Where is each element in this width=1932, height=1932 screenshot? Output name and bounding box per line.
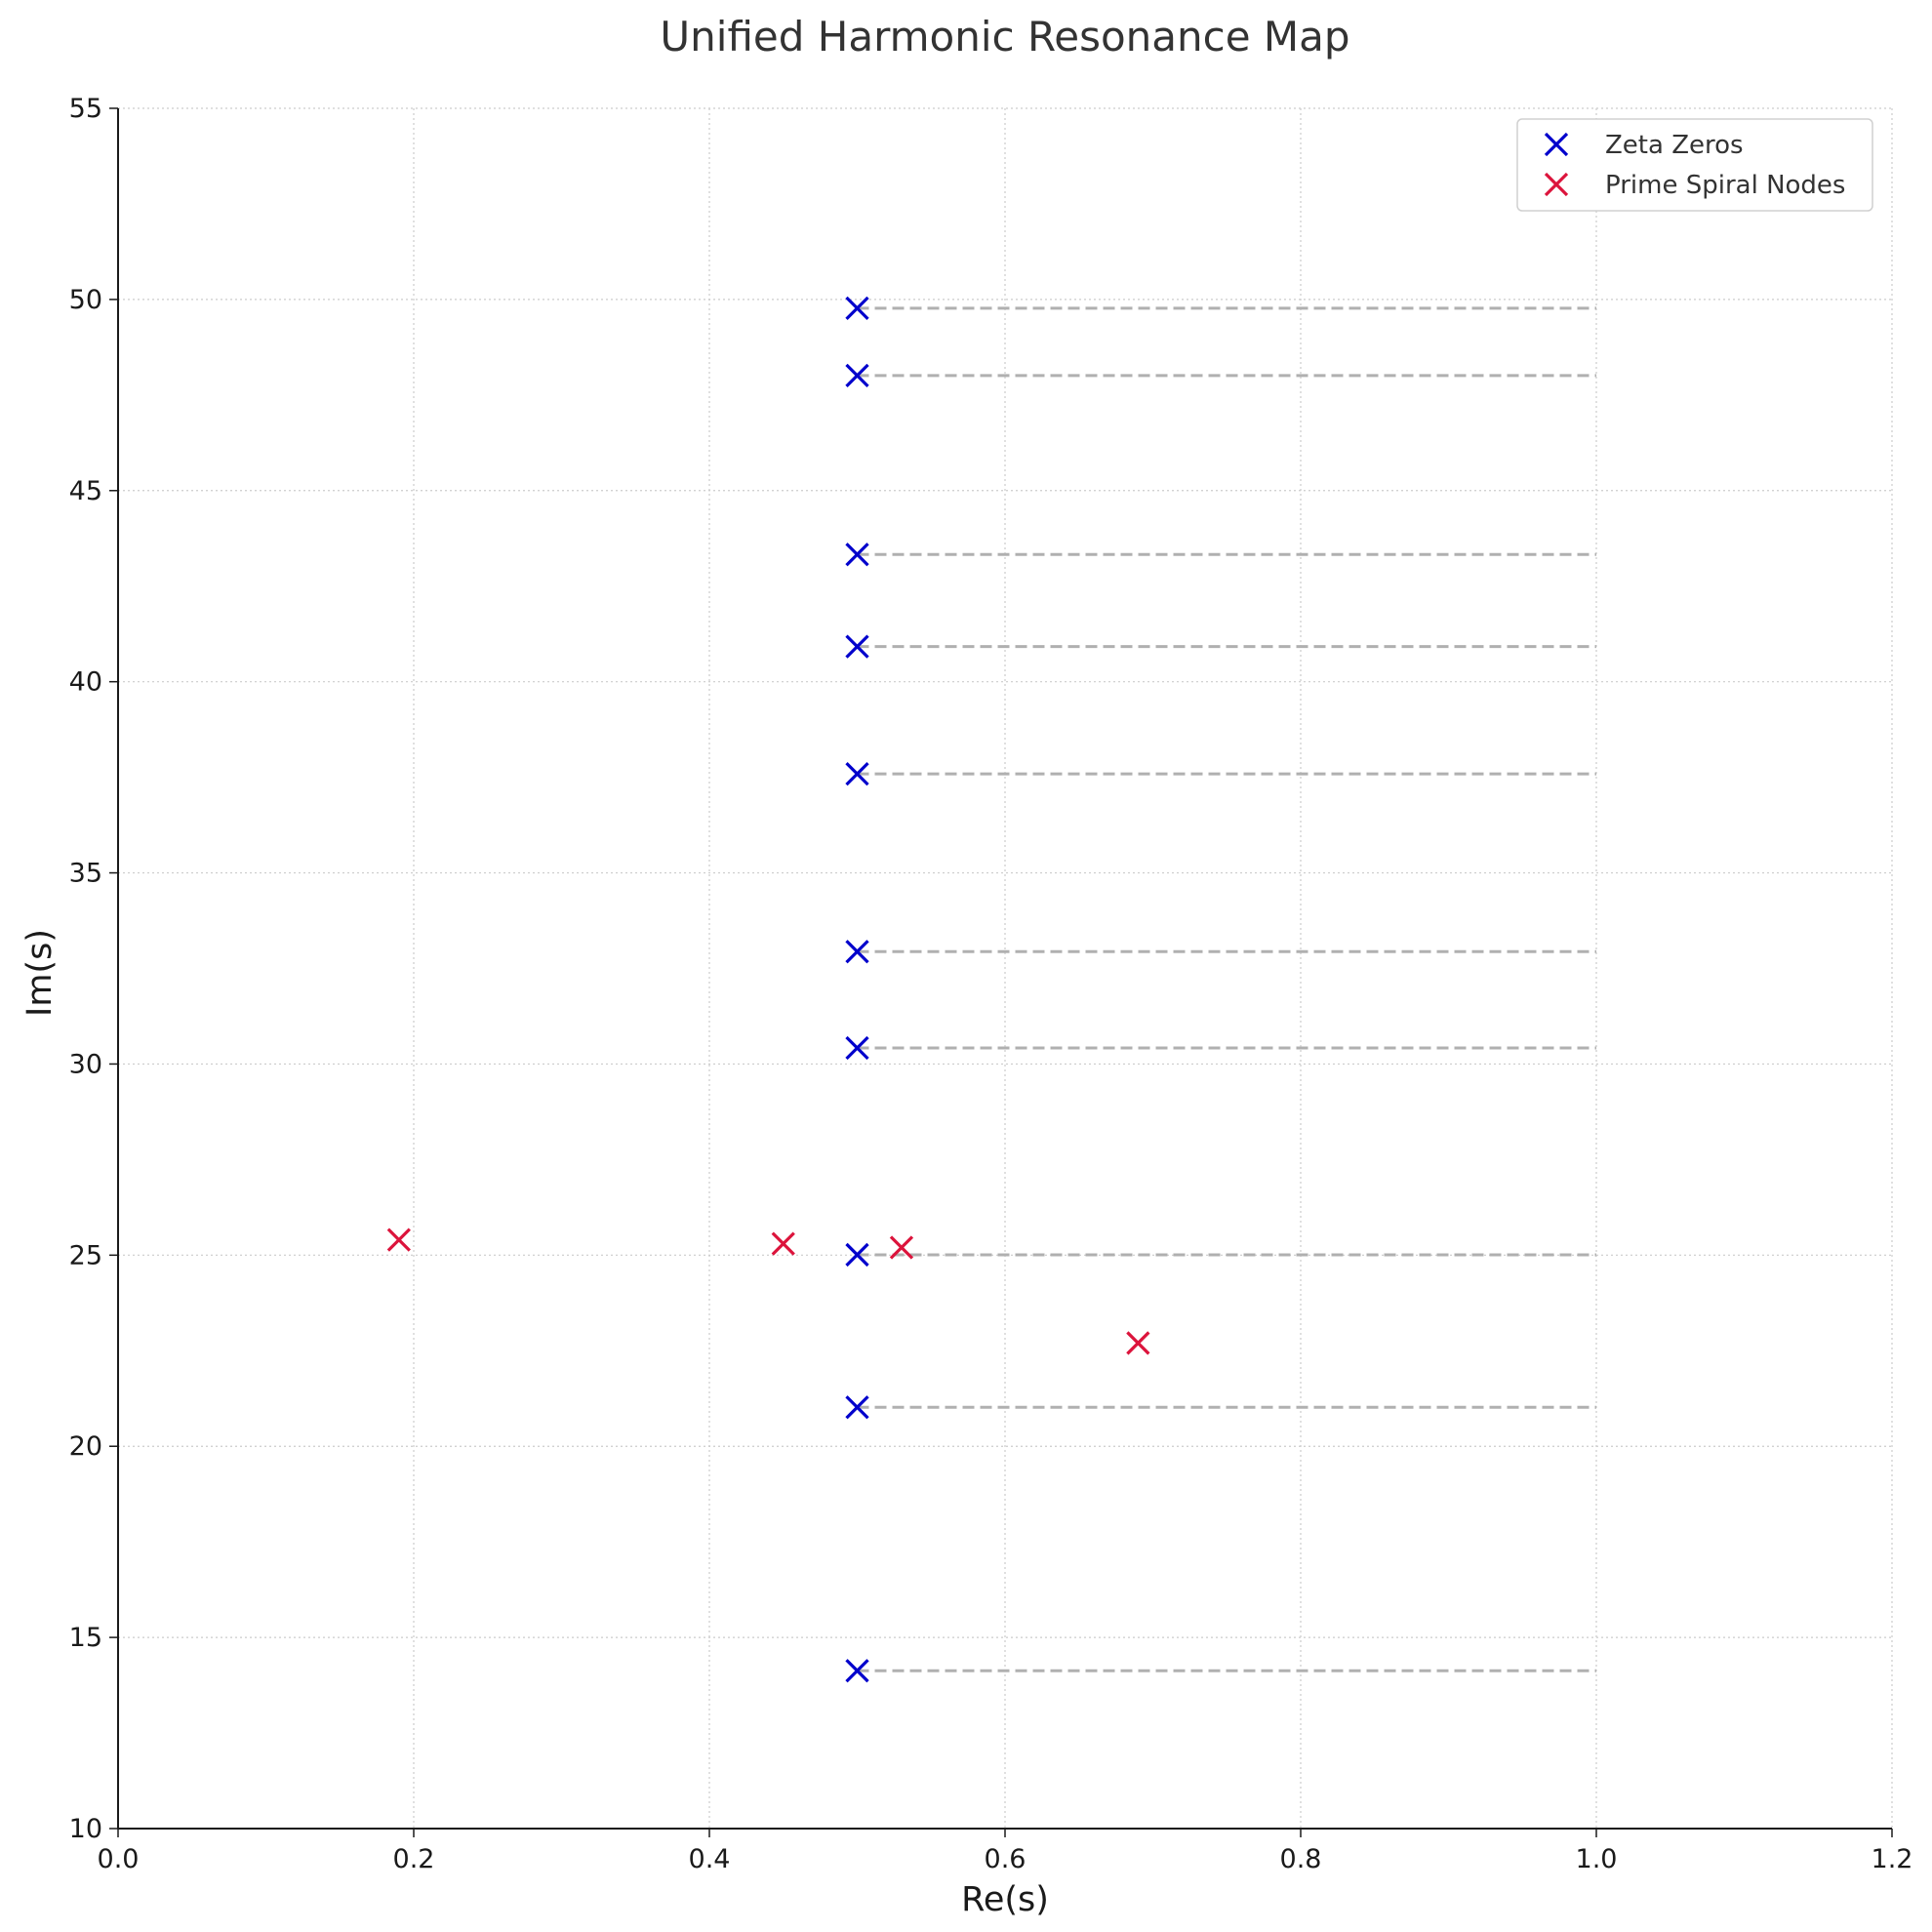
legend-label: Prime Spiral Nodes [1605,171,1845,200]
x-tick-label: 0.2 [393,1844,435,1874]
zeta-zeros-point-stroke [845,940,869,964]
legend-label: Zeta Zeros [1605,131,1744,160]
zeta-zeros-point [845,1659,869,1683]
zeta-zeros-point [845,543,869,567]
zeta-zeros-point [845,634,869,659]
zeta-zeros-point [845,296,869,321]
prime-spiral-nodes-point [386,1228,411,1252]
y-axis-title: Im(s) [20,929,60,1017]
zeta-zeros-point [845,363,869,387]
prime-spiral-nodes-point-stroke [386,1228,411,1252]
zeta-zeros-point-stroke [845,1242,869,1268]
y-tick-label: 15 [69,1623,102,1653]
zeta-zeros-point-stroke [845,543,869,567]
y-tick-label: 35 [69,859,102,889]
x-tick-label: 0.0 [98,1844,140,1874]
prime-spiral-nodes-point [889,1235,914,1260]
prime-spiral-nodes-point [1126,1331,1150,1355]
zeta-zeros-point-stroke [845,1035,869,1061]
legend-marker [1544,172,1569,197]
y-tick-label: 40 [69,667,102,698]
x-tick-label: 0.4 [689,1844,731,1874]
zeta-zeros-point-stroke [845,363,869,387]
x-tick-label: 0.8 [1280,1844,1322,1874]
y-tick-label: 30 [69,1049,102,1079]
data-points [386,296,1150,1683]
axes [109,107,1893,1837]
legend: Zeta Zeros Prime Spiral Nodes [1516,118,1873,212]
reference-lines [857,306,1596,1672]
prime-spiral-nodes-point [771,1231,795,1256]
zeta-zeros-point [845,1242,869,1268]
legend-box [1516,118,1873,212]
legend-marker [1544,132,1569,157]
legend-marker-stroke [1544,132,1569,157]
zeta-zeros-point [845,761,869,786]
y-tick-label: 10 [69,1814,102,1844]
y-tick-label: 50 [69,285,102,315]
prime-spiral-nodes-point-stroke [771,1231,795,1256]
tick-labels: 0.0 0.2 0.4 0.6 0.8 1.0 1.2 10 15 20 25 30 35 40 45 50 5… [69,94,1913,1874]
zeta-zeros-point [845,1395,869,1420]
zeta-zeros-point-stroke [845,761,869,786]
zeta-zeros-point-stroke [845,1659,869,1683]
prime-spiral-nodes-point-stroke [889,1235,914,1260]
zeta-zeros-point [845,940,869,964]
x-tick-label: 1.0 [1576,1844,1618,1874]
y-tick-label: 45 [69,476,102,506]
zeta-zeros-point [845,1035,869,1061]
zeta-zeros-point-stroke [845,296,869,321]
y-tick-label: 25 [69,1240,102,1270]
y-tick-label: 55 [69,94,102,124]
x-tick-label: 1.2 [1872,1844,1913,1874]
x-tick-label: 0.6 [985,1844,1026,1874]
zeta-zeros-point-stroke [845,634,869,659]
y-tick-label: 20 [69,1431,102,1462]
legend-marker-stroke [1544,172,1569,197]
prime-spiral-nodes-point-stroke [1126,1331,1150,1355]
zeta-zeros-point-stroke [845,1395,869,1420]
chart-title: Unified Harmonic Resonance Map [660,13,1349,60]
x-axis-title: Re(s) [961,1880,1049,1919]
